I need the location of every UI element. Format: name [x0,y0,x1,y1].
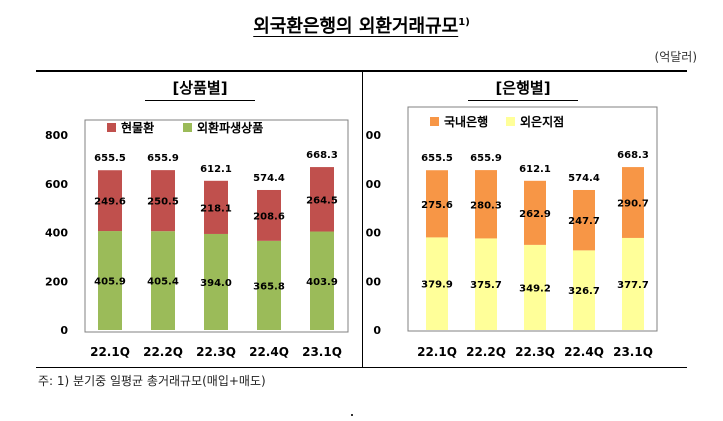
panel-divider [362,72,363,367]
bar-segment [151,170,175,232]
x-tick-label: 22.4Q [249,345,289,359]
footnote: 주: 1) 분기중 일평균 총거래규모(매입+매도) [38,374,266,388]
bar-segment [524,180,546,245]
legend-swatch [107,123,116,132]
y-tick-label: 0 [373,324,381,337]
bar-segment [573,250,595,330]
x-tick-label: 22.1Q [90,345,130,359]
series-value-label-lower: 377.7 [617,280,649,291]
x-tick-label: 22.3Q [515,345,555,359]
bar-segment [151,231,175,330]
series-value-label-lower: 375.7 [470,280,502,291]
bar-segment [257,240,281,330]
bar-segment [98,231,122,330]
total-label: 655.9 [147,153,179,164]
legend-label: 현물환 [121,120,154,135]
top-rule [36,70,687,72]
series-value-label-upper: 218.1 [200,203,232,214]
series-value-label-lower: 379.9 [421,280,453,291]
total-label: 668.3 [617,150,649,161]
bar-segment [426,170,448,238]
page-mark [351,414,353,416]
series-value-label-lower: 394.0 [200,278,232,289]
total-label: 612.1 [519,164,551,175]
series-value-label-upper: 264.5 [306,195,338,206]
total-label: 668.3 [306,150,338,161]
series-value-label-lower: 326.7 [568,286,600,297]
series-value-label-lower: 365.8 [253,281,285,292]
y-tick-label: 0 [60,324,68,337]
legend-swatch [506,117,515,126]
total-label: 574.4 [253,173,285,184]
y-tick-label: 600 [366,178,381,191]
bar-segment [257,189,281,241]
bar-segment [524,244,546,330]
legend-swatch [183,123,192,132]
y-tick-label: 200 [366,275,381,288]
x-tick-label: 22.4Q [564,345,604,359]
unit-label: (억달러) [654,50,697,64]
series-value-label-lower: 405.9 [94,277,126,288]
panel-title-bank: [은행별] [468,77,578,101]
chart-title-text: 외국환은행의 외환거래규모 [253,16,459,37]
bar-segment [475,238,497,330]
bank-chart: 0 200 400 600 800 379.9 275.6 655.5 22.1Q 375.7 28… [366,106,658,359]
series-value-label-upper: 250.5 [147,197,179,208]
product-chart: 0 200 400 600 800 405.9 249.6 655.5 22.1Q 405.4 25… [45,119,349,359]
legend-swatch [430,117,439,126]
series-value-label-lower: 405.4 [147,277,179,288]
series-value-label-upper: 280.3 [470,200,502,211]
total-label: 655.5 [94,153,126,164]
y-tick-label: 400 [45,227,68,240]
legend-label: 외은지점 [520,114,564,129]
series-value-label-upper: 275.6 [421,200,453,211]
y-tick-label: 400 [366,227,381,240]
y-tick-label: 200 [45,275,68,288]
bar-segment [622,167,644,238]
x-tick-label: 23.1Q [302,345,342,359]
series-value-label-lower: 349.2 [519,283,551,294]
bar-segment [622,237,644,330]
x-tick-label: 22.2Q [466,345,506,359]
y-tick-label: 800 [366,129,381,142]
y-tick-label: 600 [45,178,68,191]
total-label: 655.9 [470,153,502,164]
bar-segment [310,167,334,232]
series-value-label-upper: 247.7 [568,216,600,227]
total-label: 612.1 [200,164,232,175]
x-tick-label: 23.1Q [613,345,653,359]
total-label: 574.4 [568,173,600,184]
series-value-label-upper: 249.6 [94,197,126,208]
total-label: 655.5 [421,153,453,164]
x-tick-label: 22.3Q [196,345,236,359]
bar-segment [98,170,122,232]
title-footnote-mark: 1) [458,17,470,28]
legend-label: 국내은행 [444,114,488,129]
legend-label: 외환파생상품 [197,120,263,135]
series-value-label-upper: 262.9 [519,209,551,220]
x-tick-label: 22.2Q [143,345,183,359]
panel-title-product: [상품별] [145,77,255,101]
series-value-label-upper: 208.6 [253,211,285,222]
bar-segment [204,180,228,234]
series-value-label-upper: 290.7 [617,199,649,210]
x-tick-label: 22.1Q [417,345,457,359]
bar-segment [475,170,497,239]
series-value-label-lower: 403.9 [306,277,338,288]
bar-segment [573,189,595,251]
bar-segment [426,237,448,330]
y-tick-label: 800 [45,129,68,142]
chart-title: 외국환은행의 외환거래규모1) [0,12,723,38]
bottom-rule [36,367,687,368]
bar-segment [204,233,228,330]
bar-segment [310,231,334,330]
